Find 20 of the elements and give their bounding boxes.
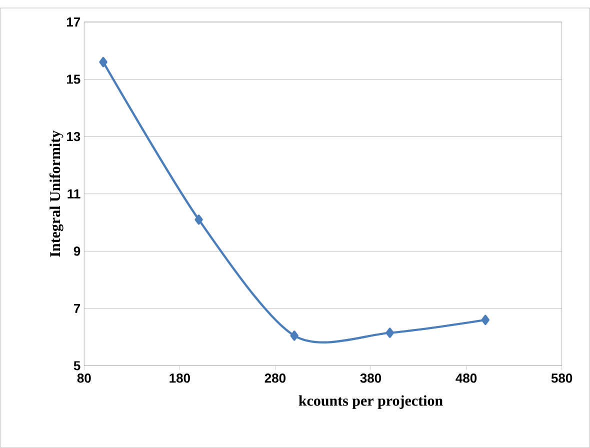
y-tick-label: 17 xyxy=(66,18,80,26)
y-tick-label: 13 xyxy=(66,132,80,142)
y-tick-label: 11 xyxy=(68,189,80,198)
x-tick-label: 280 xyxy=(264,374,286,383)
y-axis-title: Integral Uniformity xyxy=(49,130,64,257)
point xyxy=(194,214,203,225)
x-tick-label: 380 xyxy=(360,374,382,383)
point xyxy=(386,328,394,338)
point xyxy=(481,314,490,326)
y-tick-label: 7 xyxy=(74,304,80,313)
x-axis-title: kcounts per projection xyxy=(298,395,443,409)
y-tick-label: 5 xyxy=(74,361,80,370)
x-tick-label: 580 xyxy=(551,374,572,383)
point xyxy=(290,330,298,341)
x-tick-label: 480 xyxy=(456,374,477,383)
y-tick-label: 9 xyxy=(74,246,80,256)
x-tick-label: 180 xyxy=(170,374,190,383)
x-tick-label: 80 xyxy=(77,374,91,383)
point xyxy=(99,57,108,68)
y-tick-label: 15 xyxy=(66,74,80,84)
